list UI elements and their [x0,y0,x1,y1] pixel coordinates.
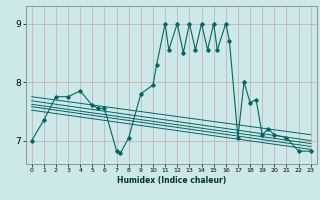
X-axis label: Humidex (Indice chaleur): Humidex (Indice chaleur) [116,176,226,185]
